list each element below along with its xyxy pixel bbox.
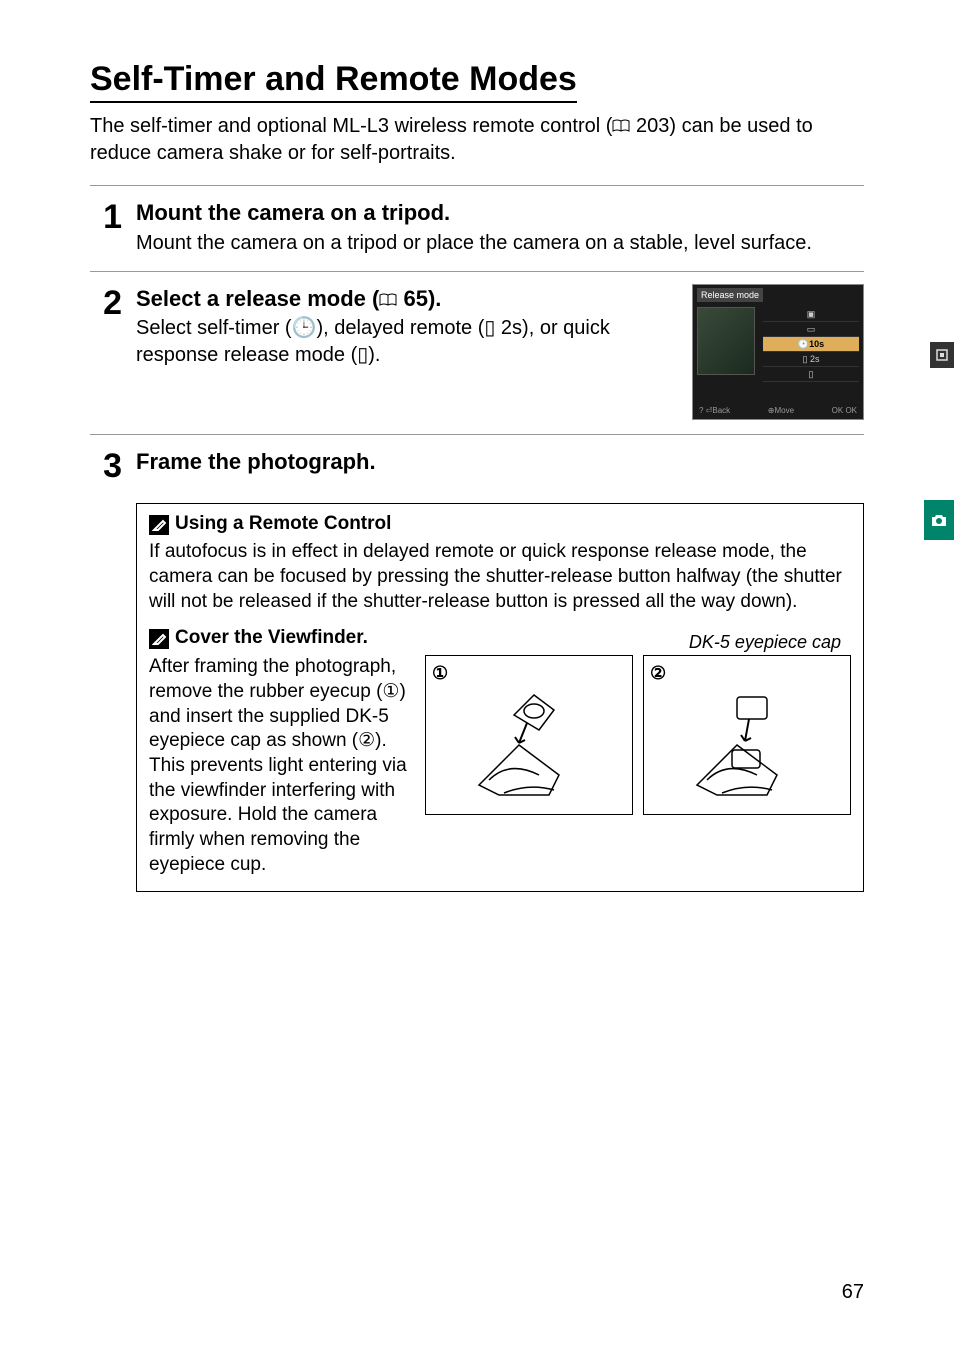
step-number: 1 xyxy=(90,198,136,234)
dk5-label: DK-5 eyepiece cap xyxy=(689,631,841,654)
circled-2: ② xyxy=(358,730,375,751)
release-opt-selected: 🕒10s xyxy=(763,337,859,352)
release-thumb xyxy=(697,307,755,375)
step-2-body: Select self-timer (🕒), delayed remote (▯… xyxy=(136,315,672,369)
step-number: 2 xyxy=(90,284,136,320)
release-title: Release mode xyxy=(697,288,763,302)
note-1-heading-text: Using a Remote Control xyxy=(175,513,391,534)
step-2-heading-ref: 65). xyxy=(397,286,441,311)
book-icon xyxy=(612,119,630,133)
note-box: Using a Remote Control If autofocus is i… xyxy=(136,503,864,893)
figure-2: ② xyxy=(643,655,851,815)
n2-body-a: After framing the photograph, remove the… xyxy=(149,656,396,702)
side-tab-camera-icon xyxy=(924,500,954,540)
note-2-body: After framing the photograph, remove the… xyxy=(149,655,409,877)
step-3-heading: Frame the photograph. xyxy=(136,447,864,477)
intro-text: The self-timer and optional ML-L3 wirele… xyxy=(90,113,864,167)
release-mode-screenshot: Release mode ▣ ▭ 🕒10s ▯ 2s ▯ ? ⏎Back ⊕Mo… xyxy=(692,284,864,420)
step-1-heading: Mount the camera on a tripod. xyxy=(136,198,864,228)
note-2-heading-text: Cover the Viewfinder. xyxy=(175,627,368,648)
release-opt: ▯ xyxy=(763,367,859,382)
page-title: Self-Timer and Remote Modes xyxy=(90,60,577,103)
timer-icon: 🕒 xyxy=(292,317,317,339)
page-number: 67 xyxy=(842,1281,864,1304)
pencil-icon xyxy=(149,515,169,535)
eyecup-remove-illustration xyxy=(459,665,599,805)
s2-body-d: ). xyxy=(368,344,380,366)
s2-body-a: Select self-timer ( xyxy=(136,317,292,339)
side-badge-box-icon xyxy=(930,342,954,368)
step-1: 1 Mount the camera on a tripod. Mount th… xyxy=(90,185,864,271)
step-2-heading: Select a release mode ( 65). xyxy=(136,284,672,314)
step-number: 3 xyxy=(90,447,136,483)
book-icon xyxy=(379,293,397,307)
release-back: ? ⏎Back xyxy=(699,406,730,417)
step-1-body: Mount the camera on a tripod or place th… xyxy=(136,230,864,257)
release-opt: ▯ 2s xyxy=(763,352,859,367)
s2-body-b: ), delayed remote ( xyxy=(317,317,485,339)
step-3: 3 Frame the photograph. xyxy=(90,434,864,497)
remote-2s-icon: ▯ 2s xyxy=(484,317,522,339)
circled-1: ① xyxy=(382,681,399,702)
step-2-heading-pre: Select a release mode ( xyxy=(136,286,379,311)
note-1-heading: Using a Remote Control xyxy=(149,512,851,537)
eyepiece-cap-illustration xyxy=(677,665,817,805)
intro-pre: The self-timer and optional ML-L3 wirele… xyxy=(90,115,612,137)
figure-1: ① xyxy=(425,655,633,815)
release-move: ⊕Move xyxy=(768,406,794,417)
release-ok: OK OK xyxy=(832,406,857,417)
fig-2-num: ② xyxy=(650,662,666,685)
n2-body-c: ). This prevents light entering via the … xyxy=(149,730,407,874)
step-2: 2 Select a release mode ( 65). Select se… xyxy=(90,271,864,434)
remote-icon: ▯ xyxy=(357,344,368,366)
note-1-body: If autofocus is in effect in delayed rem… xyxy=(149,540,851,614)
fig-1-num: ① xyxy=(432,662,448,685)
pencil-icon xyxy=(149,629,169,649)
release-opt: ▣ xyxy=(763,307,859,322)
release-opt: ▭ xyxy=(763,322,859,337)
